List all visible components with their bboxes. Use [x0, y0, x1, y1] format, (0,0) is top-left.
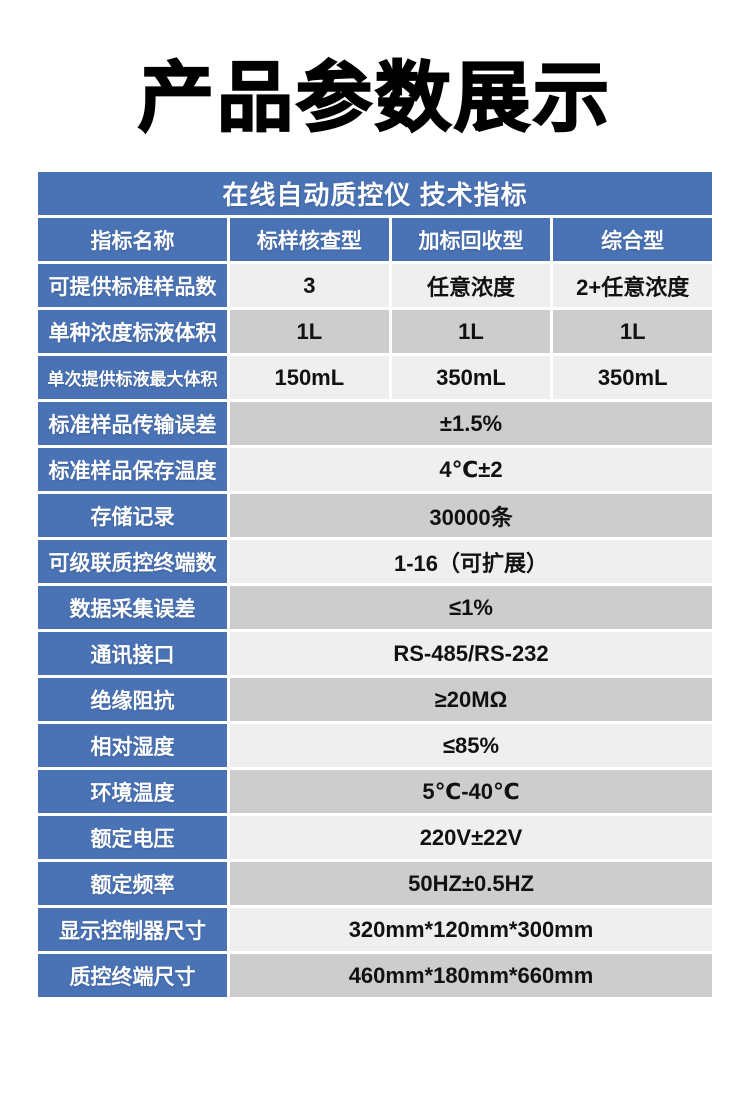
row-value: ≤1%	[230, 586, 712, 630]
column-header-row: 指标名称 标样核查型 加标回收型 综合型	[38, 218, 713, 262]
table-row: 环境温度 5℃-40℃	[38, 770, 712, 814]
table-row: 显示控制器尺寸 320mm*120mm*300mm	[38, 908, 712, 952]
table-row: 质控终端尺寸 460mm*180mm*660mm	[38, 954, 712, 998]
table-row: 可提供标准样品数 3 任意浓度 2+任意浓度	[38, 264, 713, 308]
row-label: 单种浓度标液体积	[38, 310, 227, 354]
table-row: 额定频率 50HZ±0.5HZ	[38, 862, 712, 906]
row-value: 350mL	[391, 356, 551, 400]
page-title: 产品参数展示	[137, 55, 612, 142]
row-label: 额定频率	[38, 862, 227, 906]
row-label: 数据采集误差	[38, 586, 227, 630]
row-value: 3	[230, 264, 389, 308]
row-value: RS-485/RS-232	[230, 632, 712, 676]
row-value: 220V±22V	[230, 816, 712, 860]
row-label: 可级联质控终端数	[38, 540, 227, 584]
row-label: 相对湿度	[38, 724, 227, 768]
row-value: 5℃-40℃	[230, 770, 712, 814]
table-header: 在线自动质控仪 技术指标	[38, 172, 712, 216]
row-value: ±1.5%	[230, 402, 712, 446]
spec-table: 在线自动质控仪 技术指标 指标名称 标样核查型 加标回收型 综合型 可提供标准样品数 3…	[38, 172, 713, 998]
column-header: 综合型	[553, 218, 713, 262]
row-value: 320mm*120mm*300mm	[230, 908, 712, 952]
table-row: 通讯接口 RS-485/RS-232	[38, 632, 712, 676]
row-label: 环境温度	[38, 770, 227, 814]
row-value: 150mL	[230, 356, 389, 400]
row-label: 绝缘阻抗	[38, 678, 227, 722]
row-value: 1L	[230, 310, 389, 354]
table-row: 标准样品传输误差 ±1.5%	[38, 402, 712, 446]
row-value: 任意浓度	[391, 264, 551, 308]
table-row: 存储记录 30000条	[38, 494, 712, 538]
row-value: 30000条	[230, 494, 712, 538]
row-label: 额定电压	[38, 816, 227, 860]
table-row: 相对湿度 ≤85%	[38, 724, 712, 768]
row-value: 350mL	[553, 356, 713, 400]
row-label: 质控终端尺寸	[38, 954, 227, 998]
row-label: 可提供标准样品数	[38, 264, 227, 308]
table-row: 数据采集误差 ≤1%	[38, 586, 712, 630]
row-label: 显示控制器尺寸	[38, 908, 227, 952]
table-row: 标准样品保存温度 4℃±2	[38, 448, 712, 492]
page: 产品参数展示 在线自动质控仪 技术指标 指标名称 标样核查型 加标回收型 综合型 可提…	[0, 55, 750, 1104]
row-value: 2+任意浓度	[553, 264, 713, 308]
table-row: 单次提供标液最大体积 150mL 350mL 350mL	[38, 356, 713, 400]
table-row: 额定电压 220V±22V	[38, 816, 712, 860]
table-row: 可级联质控终端数 1-16（可扩展）	[38, 540, 712, 584]
row-label: 标准样品传输误差	[38, 402, 227, 446]
row-label: 存储记录	[38, 494, 227, 538]
column-header: 加标回收型	[391, 218, 551, 262]
row-value: 460mm*180mm*660mm	[230, 954, 712, 998]
row-value: 1L	[553, 310, 713, 354]
column-header-metric: 指标名称	[38, 218, 227, 262]
row-label: 单次提供标液最大体积	[38, 356, 227, 400]
row-value: ≤85%	[230, 724, 712, 768]
row-value: 50HZ±0.5HZ	[230, 862, 712, 906]
table-row: 单种浓度标液体积 1L 1L 1L	[38, 310, 713, 354]
row-value: ≥20MΩ	[230, 678, 712, 722]
row-value: 4℃±2	[230, 448, 712, 492]
row-label: 标准样品保存温度	[38, 448, 227, 492]
table-row: 绝缘阻抗 ≥20MΩ	[38, 678, 712, 722]
row-value: 1-16（可扩展）	[230, 540, 712, 584]
row-label: 通讯接口	[38, 632, 227, 676]
row-value: 1L	[391, 310, 551, 354]
column-header: 标样核查型	[230, 218, 389, 262]
